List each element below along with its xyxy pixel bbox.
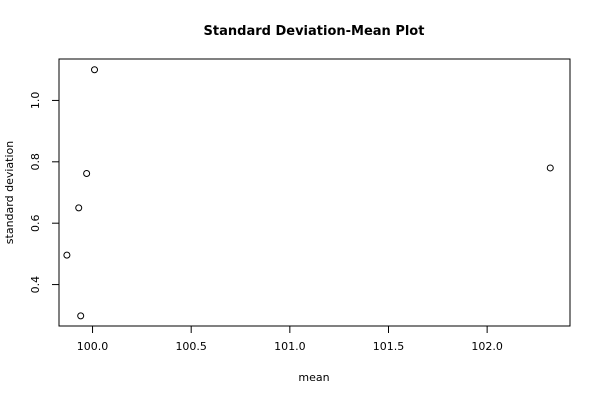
y-axis-label: standard deviation xyxy=(3,141,16,244)
chart-title: Standard Deviation-Mean Plot xyxy=(204,24,425,39)
y-tick-label: 0.8 xyxy=(29,153,42,171)
x-tick-label: 101.0 xyxy=(274,340,306,353)
x-tick-label: 101.5 xyxy=(373,340,405,353)
x-tick-label: 100.5 xyxy=(175,340,207,353)
x-tick-label: 102.0 xyxy=(471,340,503,353)
data-point xyxy=(77,312,85,320)
y-axis: 0.4 0.6 0.8 1.0 xyxy=(29,92,60,294)
data-points xyxy=(63,66,554,320)
data-point xyxy=(546,164,554,172)
data-point xyxy=(63,251,71,259)
plot-frame xyxy=(58,58,571,327)
x-axis: 100.0 100.5 101.0 101.5 102.0 xyxy=(77,325,503,353)
y-tick-label: 1.0 xyxy=(29,92,42,110)
y-tick-label: 0.4 xyxy=(29,276,42,294)
x-tick-label: 100.0 xyxy=(77,340,109,353)
data-point xyxy=(75,204,83,212)
y-tick-label: 0.6 xyxy=(29,214,42,232)
x-axis-label: mean xyxy=(298,371,329,384)
data-point xyxy=(91,66,99,74)
data-point xyxy=(83,169,91,177)
